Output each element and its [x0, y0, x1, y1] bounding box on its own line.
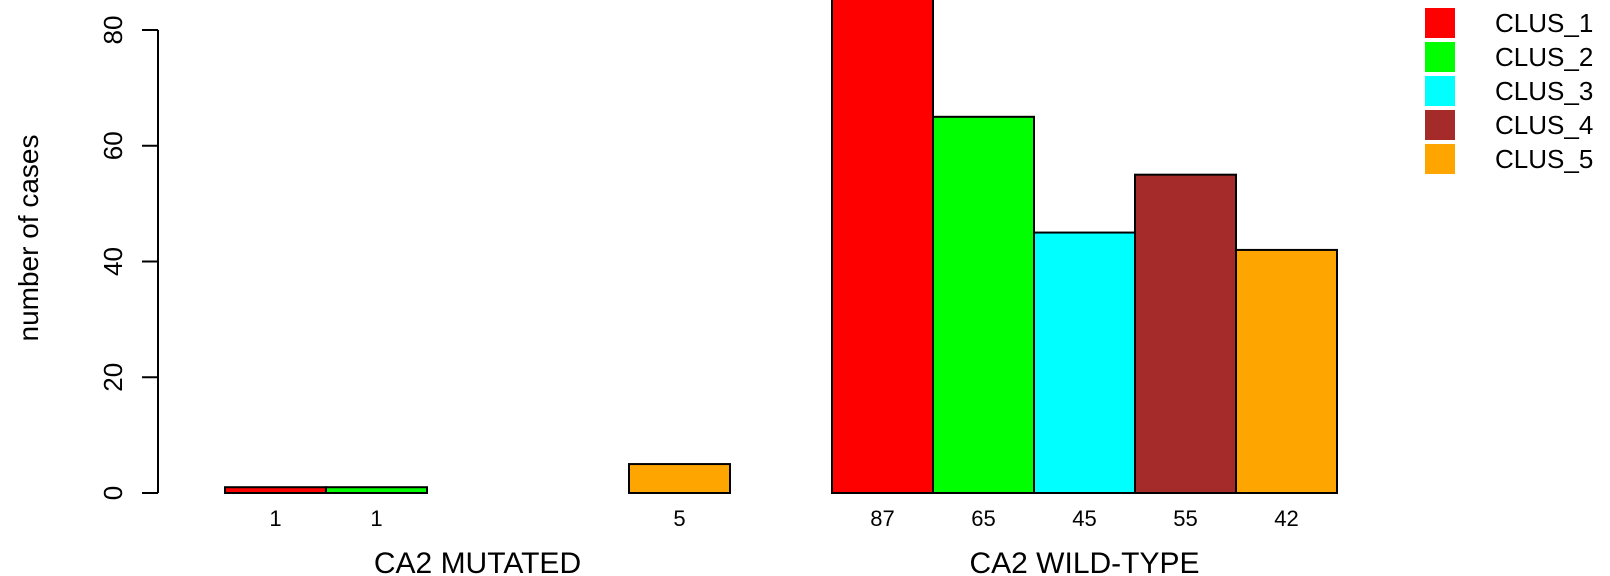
bar-clus-1 [831, 0, 934, 495]
group-label: CA2 WILD-TYPE [969, 547, 1199, 576]
y-tick-label: 80 [98, 16, 128, 45]
y-tick-label: 20 [98, 363, 128, 392]
bar-value-label: 87 [870, 506, 894, 531]
legend-swatch-clus-3 [1425, 76, 1455, 106]
legend-label: CLUS_4 [1495, 110, 1593, 140]
bar-value-labels: 1 1 5 87 65 45 55 42 [269, 506, 1298, 531]
legend: CLUS_1 CLUS_2 CLUS_3 CLUS_4 CLUS_5 [1425, 8, 1593, 174]
bar-clus-4 [1134, 173, 1237, 494]
legend-label: CLUS_3 [1495, 76, 1593, 106]
group-labels: CA2 MUTATED CA2 WILD-TYPE [374, 547, 1200, 576]
y-tick-label: 40 [98, 247, 128, 276]
y-axis-label: number of cases [13, 135, 44, 342]
legend-swatch-clus-1 [1425, 8, 1455, 38]
bar-value-label: 65 [971, 506, 995, 531]
legend-swatch-clus-4 [1425, 110, 1455, 140]
bar-value-label: 5 [673, 506, 685, 531]
bar-value-label: 42 [1274, 506, 1298, 531]
group-label: CA2 MUTATED [374, 547, 581, 576]
bar-clus-5 [628, 463, 731, 494]
legend-label: CLUS_5 [1495, 144, 1593, 174]
bar-clus-3 [1033, 231, 1136, 494]
bar-value-label: 1 [370, 506, 382, 531]
bar-clus-2 [325, 486, 428, 494]
bar-value-label: 55 [1173, 506, 1197, 531]
y-tick-label: 0 [98, 486, 128, 500]
legend-swatch-clus-2 [1425, 42, 1455, 72]
y-axis: 0 20 40 60 80 [98, 16, 159, 500]
bar-value-label: 45 [1072, 506, 1096, 531]
legend-label: CLUS_2 [1495, 42, 1593, 72]
legend-swatch-clus-5 [1425, 144, 1455, 174]
bars [224, 0, 1338, 495]
y-tick-label: 60 [98, 131, 128, 160]
bar-clus-2 [932, 115, 1035, 494]
bar-clus-5 [1235, 248, 1338, 494]
bar-clus-1 [224, 486, 327, 494]
legend-label: CLUS_1 [1495, 8, 1593, 38]
bar-value-label: 1 [269, 506, 281, 531]
